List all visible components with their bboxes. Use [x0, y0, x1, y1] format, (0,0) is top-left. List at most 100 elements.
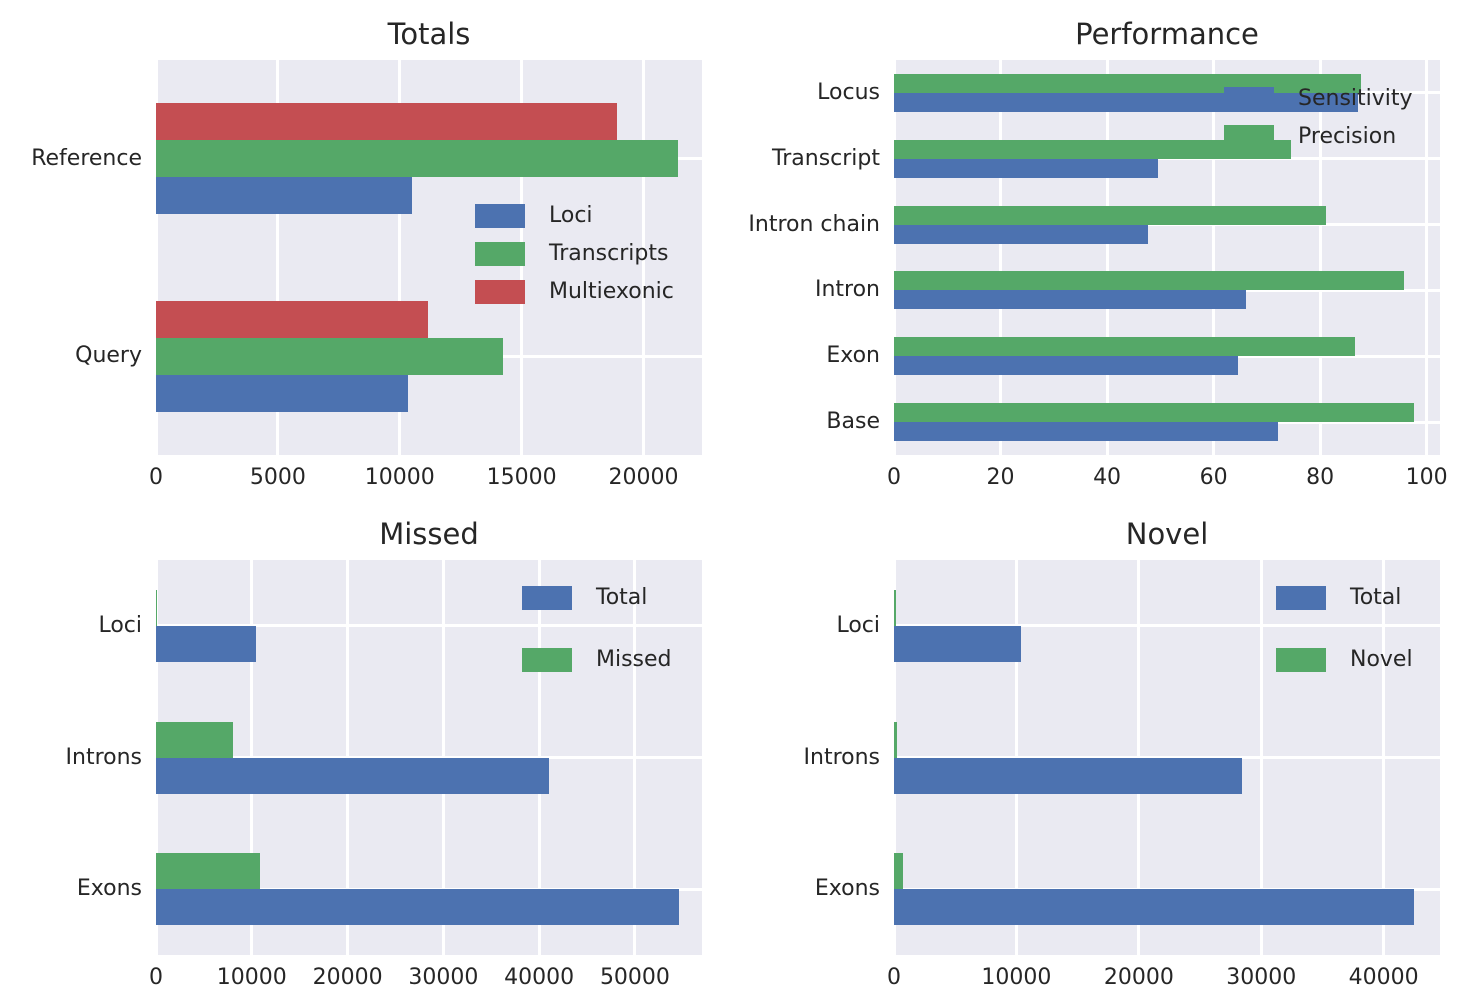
- y-tick-label: Transcript: [772, 145, 880, 171]
- y-tick-label: Exons: [814, 876, 880, 902]
- x-tick-label: 5000: [249, 465, 306, 490]
- x-tick-label: 20000: [608, 465, 679, 490]
- bar: [156, 140, 678, 178]
- grid-line-y: [894, 624, 1440, 628]
- grid-line-x: [1318, 60, 1322, 455]
- x-tick-label: 20: [986, 465, 1015, 490]
- legend-item: Sensitivity: [1224, 86, 1413, 112]
- legend-item: Transcripts: [475, 241, 668, 267]
- bar: [894, 589, 897, 626]
- x-tick-label: 50000: [599, 965, 670, 990]
- legend-item: Loci: [475, 203, 593, 229]
- bar: [894, 205, 1326, 225]
- legend-label: Sensitivity: [1298, 86, 1413, 111]
- x-tick-label: 40000: [504, 965, 575, 990]
- chart-title: Novel: [1125, 517, 1209, 551]
- plot-area: [154, 560, 702, 955]
- plot-area: [892, 60, 1440, 455]
- plot-area: [892, 560, 1440, 955]
- grid-line-x: [642, 60, 645, 455]
- legend-swatch: [475, 204, 525, 228]
- legend-label: Total: [596, 585, 648, 610]
- grid-line-x: [1212, 60, 1216, 455]
- bar: [894, 422, 1279, 442]
- x-tick-label: 40000: [1348, 965, 1419, 990]
- bar: [156, 589, 157, 626]
- chart-title: Totals: [387, 17, 471, 51]
- legend-label: Transcripts: [549, 241, 669, 266]
- legend-label: Total: [1350, 585, 1402, 610]
- bar: [156, 337, 504, 375]
- y-tick-label: Base: [826, 409, 880, 435]
- x-tick-label: 15000: [486, 465, 557, 490]
- legend-swatch: [522, 586, 572, 610]
- legend-item: Total: [522, 585, 647, 611]
- plot-area: [154, 60, 702, 455]
- x-tick-label: 10000: [364, 465, 435, 490]
- bar: [156, 625, 257, 662]
- bar: [894, 158, 1158, 178]
- x-tick-label: 40: [1093, 465, 1122, 490]
- legend-swatch: [475, 242, 525, 266]
- bar: [894, 271, 1405, 291]
- x-tick-label: 80: [1306, 465, 1335, 490]
- bar: [894, 403, 1414, 423]
- grid-line-x: [1425, 60, 1429, 455]
- grid-line-x: [892, 60, 896, 455]
- y-tick-label: Loci: [836, 612, 880, 638]
- grid-line-x: [999, 60, 1003, 455]
- legend-label: Loci: [549, 203, 593, 228]
- x-tick-label: 0: [149, 465, 163, 490]
- y-tick-label: Loci: [98, 612, 142, 638]
- bar: [894, 721, 898, 758]
- x-tick-label: 30000: [1226, 965, 1297, 990]
- x-tick-label: 0: [149, 965, 163, 990]
- x-tick-label: 60: [1199, 465, 1228, 490]
- legend-label: Multiexonic: [549, 279, 674, 304]
- y-tick-label: Intron: [814, 277, 880, 303]
- x-tick-label: 30000: [408, 965, 479, 990]
- chart-title: Missed: [379, 517, 479, 551]
- grid-line-y: [894, 223, 1440, 227]
- bar: [156, 757, 549, 794]
- bar: [894, 356, 1239, 376]
- y-tick-label: Introns: [65, 744, 142, 770]
- bar: [156, 177, 412, 215]
- x-tick-label: 10000: [216, 965, 287, 990]
- x-tick-label: 20000: [1103, 965, 1174, 990]
- bar: [156, 374, 409, 412]
- legend-label: Missed: [596, 647, 672, 672]
- legend-swatch: [1224, 87, 1274, 111]
- bar: [156, 103, 617, 141]
- y-tick-label: Reference: [31, 145, 142, 171]
- y-tick-label: Exon: [826, 343, 880, 369]
- x-tick-label: 0: [887, 465, 901, 490]
- bar: [156, 300, 428, 338]
- legend-swatch: [1276, 586, 1326, 610]
- bar: [156, 853, 260, 890]
- grid-line-x: [398, 60, 402, 455]
- grid-line-x: [276, 60, 280, 455]
- bar: [894, 889, 1415, 926]
- bar: [156, 889, 679, 926]
- legend-item: Missed: [522, 647, 672, 673]
- x-tick-label: 20000: [312, 965, 383, 990]
- legend-swatch: [1224, 125, 1274, 149]
- bar: [894, 625, 1021, 662]
- bar: [894, 757, 1242, 794]
- grid-line-y: [894, 157, 1440, 161]
- bar: [894, 337, 1355, 357]
- x-tick-label: 0: [887, 965, 901, 990]
- y-tick-label: Locus: [817, 79, 880, 105]
- grid-line-y: [156, 624, 702, 628]
- legend-swatch: [475, 280, 525, 304]
- grid-line-x: [154, 60, 158, 455]
- y-tick-label: Introns: [803, 744, 880, 770]
- bar: [894, 290, 1246, 310]
- bar: [156, 721, 234, 758]
- legend-label: Precision: [1298, 124, 1397, 149]
- y-tick-label: Query: [75, 343, 142, 369]
- x-tick-label: 10000: [981, 965, 1052, 990]
- y-tick-label: Exons: [76, 876, 142, 902]
